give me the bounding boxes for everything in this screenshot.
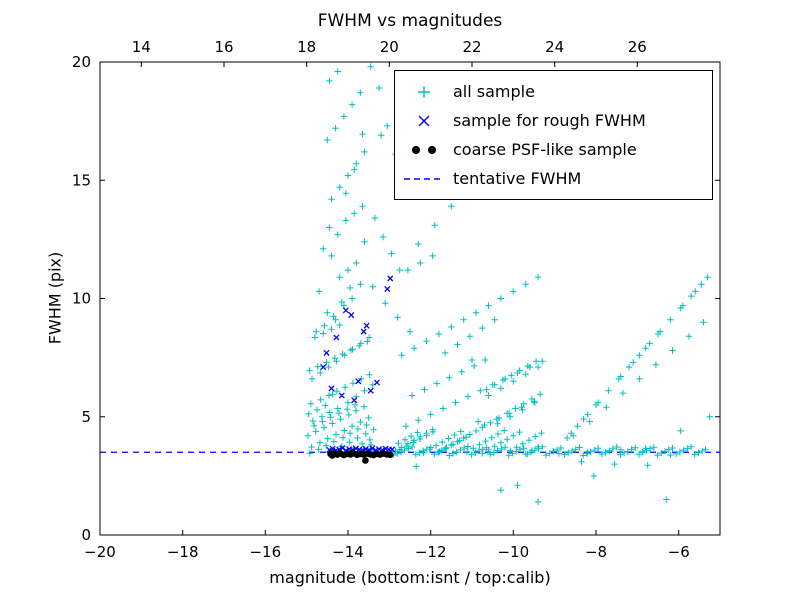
svg-text:−18: −18 xyxy=(167,543,199,561)
legend-item-all-sample: all sample xyxy=(395,77,712,106)
dash-line-icon xyxy=(395,170,453,188)
legend: all sample sample for rough FWHM coarse … xyxy=(394,70,713,200)
legend-label-all-sample: all sample xyxy=(453,81,535,101)
svg-text:5: 5 xyxy=(81,408,91,426)
x-marker-icon xyxy=(395,112,453,130)
svg-text:15: 15 xyxy=(72,171,91,189)
svg-text:−20: −20 xyxy=(84,543,116,561)
svg-text:20: 20 xyxy=(72,53,91,71)
svg-text:24: 24 xyxy=(545,38,564,56)
svg-text:−10: −10 xyxy=(497,543,529,561)
svg-text:18: 18 xyxy=(297,38,316,56)
svg-text:10: 10 xyxy=(72,290,91,308)
svg-text:14: 14 xyxy=(132,38,151,56)
svg-text:26: 26 xyxy=(628,38,647,56)
svg-text:−6: −6 xyxy=(668,543,690,561)
y-axis-label: FWHM (pix) xyxy=(45,251,65,345)
legend-label-psf-sample: coarse PSF-like sample xyxy=(453,139,637,159)
svg-text:16: 16 xyxy=(214,38,233,56)
plus-marker-icon xyxy=(395,83,453,101)
svg-text:−12: −12 xyxy=(415,543,447,561)
legend-item-psf-sample: coarse PSF-like sample xyxy=(395,135,712,164)
svg-text:−14: −14 xyxy=(332,543,364,561)
dots-marker-icon xyxy=(395,141,453,159)
svg-text:20: 20 xyxy=(380,38,399,56)
x-axis-label: magnitude (bottom:isnt / top:calib) xyxy=(269,568,551,587)
svg-text:22: 22 xyxy=(462,38,481,56)
svg-text:0: 0 xyxy=(81,526,91,544)
chart-title: FWHM vs magnitudes xyxy=(317,11,503,31)
svg-text:−8: −8 xyxy=(585,543,607,561)
svg-text:−16: −16 xyxy=(249,543,281,561)
legend-label-rough-fwhm: sample for rough FWHM xyxy=(453,110,646,130)
legend-item-rough-fwhm: sample for rough FWHM xyxy=(395,106,712,135)
legend-item-tentative-fwhm: tentative FWHM xyxy=(395,164,712,193)
legend-label-tentative-fwhm: tentative FWHM xyxy=(453,168,582,188)
